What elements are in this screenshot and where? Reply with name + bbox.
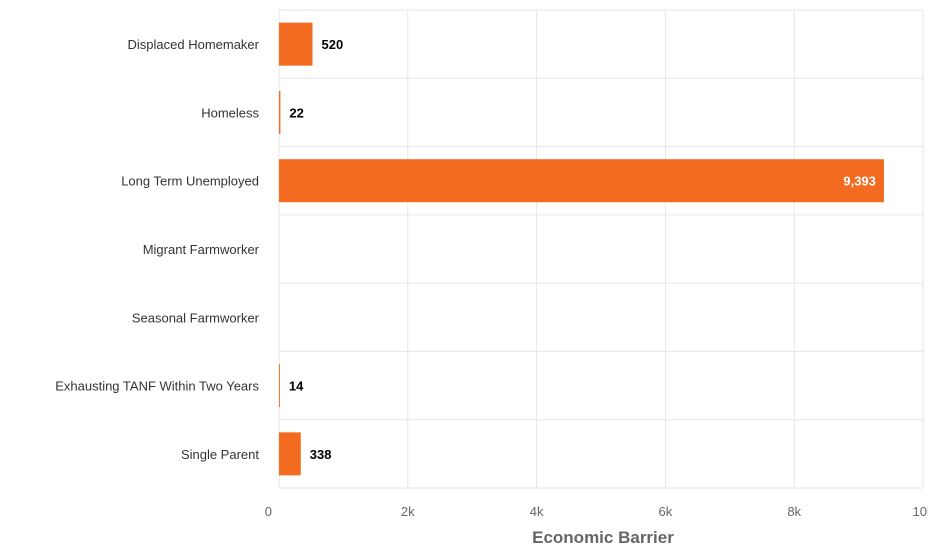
x-tick-label: 10k — [913, 504, 928, 519]
x-axis-title: Economic Barrier — [532, 528, 674, 547]
bar — [279, 22, 313, 66]
data-label: 22 — [289, 105, 303, 120]
data-label: 520 — [321, 37, 343, 52]
category-label: Migrant Farmworker — [143, 242, 260, 257]
category-label: Single Parent — [181, 447, 259, 462]
bars — [279, 22, 884, 476]
category-labels: Displaced Homemaker Homeless Long Term Une… — [55, 37, 259, 462]
data-label: 14 — [289, 379, 304, 394]
x-tick-label: 4k — [530, 504, 544, 519]
category-label: Seasonal Farmworker — [132, 310, 260, 325]
x-axis-ticks: 0 2k 4k 6k 8k 10k — [265, 504, 928, 519]
category-label: Exhausting TANF Within Two Years — [55, 379, 259, 394]
data-labels: 520 22 9,393 14 338 — [289, 37, 876, 462]
bar — [279, 364, 280, 408]
x-tick-label: 8k — [787, 504, 801, 519]
bar — [279, 432, 301, 476]
data-label: 338 — [310, 447, 332, 462]
bar — [279, 90, 281, 134]
bar — [279, 159, 884, 203]
grid-lines — [278, 9, 924, 489]
x-tick-label: 6k — [659, 504, 673, 519]
x-tick-label: 2k — [401, 504, 415, 519]
category-label: Displaced Homemaker — [128, 37, 260, 52]
data-label: 9,393 — [843, 174, 876, 189]
category-label: Long Term Unemployed — [121, 174, 259, 189]
category-label: Homeless — [201, 105, 259, 120]
x-tick-label: 0 — [265, 504, 272, 519]
